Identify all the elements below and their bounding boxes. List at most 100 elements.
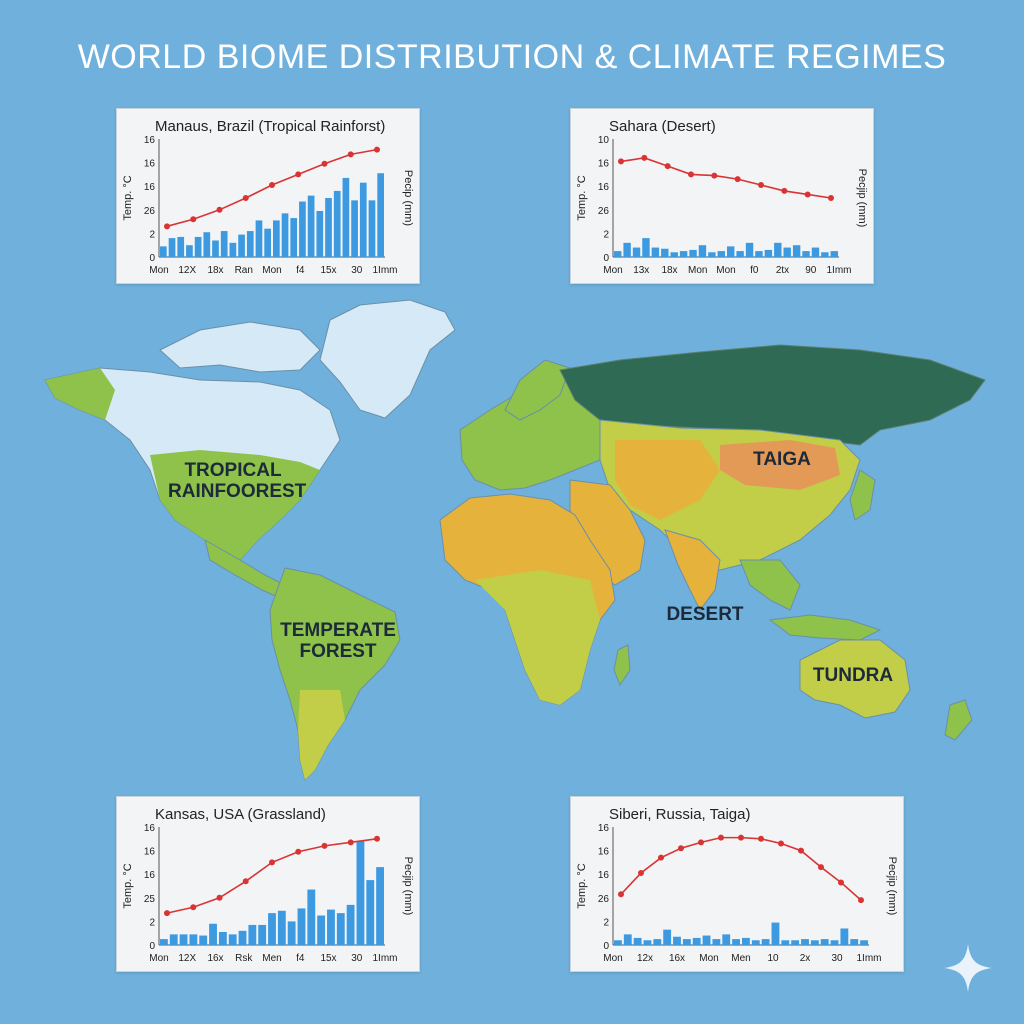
- precip-bar: [792, 245, 801, 257]
- japan[interactable]: [849, 469, 876, 521]
- precip-bar: [751, 940, 760, 945]
- temp-point: [838, 879, 844, 886]
- temp-point: [347, 839, 354, 846]
- temp-point: [242, 878, 249, 885]
- temp-point: [758, 835, 764, 842]
- x-tick-label: 12x: [637, 953, 653, 964]
- precip-bar: [860, 940, 868, 945]
- chart-title: Kansas, USA (Grassland): [155, 806, 326, 823]
- precip-bar: [333, 190, 341, 257]
- temp-point: [269, 182, 275, 189]
- temp-line: [166, 838, 378, 914]
- precip-bar: [651, 247, 660, 257]
- x-tick-label: Mon: [699, 953, 718, 964]
- india[interactable]: [664, 529, 721, 611]
- temp-point: [678, 845, 684, 852]
- x-tick-label: f4: [296, 953, 305, 964]
- chart-panel-manaus: Manaus, Brazil (Tropical Rainforst) 16 16 1…: [116, 108, 420, 284]
- precip-bar: [673, 936, 681, 945]
- precip-bar: [682, 939, 691, 945]
- biome-label-temperate-forest: TEMPERATE FOREST: [280, 620, 396, 662]
- page-title: WORLD BIOME DISTRIBUTION & CLIMATE REGIM…: [77, 38, 947, 76]
- y-tick-label: 26: [144, 206, 156, 217]
- precip-bar: [342, 177, 350, 257]
- precip-bar: [623, 242, 631, 257]
- y-tick-label: 26: [598, 894, 610, 905]
- temp-point: [242, 195, 249, 201]
- precip-bar: [218, 932, 227, 945]
- precip-bar: [238, 234, 245, 257]
- south-america-arid: [298, 690, 345, 780]
- asia-arid: [615, 440, 720, 520]
- x-tick-label: 1Imm: [373, 953, 398, 964]
- precip-bar: [643, 940, 652, 945]
- precip-bar: [712, 939, 721, 945]
- madagascar[interactable]: [613, 644, 631, 687]
- precip-bar: [764, 249, 773, 257]
- precip-bar: [189, 934, 198, 945]
- y-axis-label-right: Pecjip (mm): [856, 169, 868, 228]
- precip-bar: [771, 922, 780, 945]
- precip-bar: [212, 240, 219, 257]
- y-tick-label: 10: [598, 135, 610, 146]
- arctic-islands[interactable]: [159, 321, 321, 373]
- x-tick-label: Ran: [235, 265, 253, 276]
- new-zealand[interactable]: [944, 699, 973, 741]
- precip-bar: [290, 218, 298, 257]
- precip-bar: [268, 913, 276, 945]
- temp-point: [269, 859, 275, 866]
- indonesia[interactable]: [768, 614, 882, 641]
- biome-label-tropical-rainforest: TROPICAL RAINFOOREST: [168, 460, 307, 502]
- x-tick-label: 2x: [800, 953, 811, 964]
- x-tick-label: 1Imm: [857, 953, 882, 964]
- y-tick-label: 16: [144, 159, 156, 170]
- y-tick-label: 16: [598, 159, 610, 170]
- precip-bar: [359, 182, 367, 257]
- precip-bar: [351, 200, 358, 257]
- temp-point: [321, 842, 328, 849]
- temp-point: [190, 216, 197, 223]
- temp-point: [798, 847, 804, 854]
- greenland[interactable]: [319, 299, 456, 419]
- x-tick-label: 2tx: [776, 265, 789, 276]
- precip-bar: [177, 236, 185, 257]
- precip-bar: [840, 928, 849, 945]
- precip-bar: [281, 213, 289, 257]
- x-tick-label: Rsk: [235, 953, 253, 964]
- precip-bar: [791, 940, 800, 945]
- temp-point: [164, 910, 170, 917]
- x-tick-label: Mon: [716, 265, 735, 276]
- precip-bar: [209, 923, 217, 945]
- chart-title: Sahara (Desert): [609, 118, 716, 135]
- temp-point: [374, 146, 380, 153]
- australia[interactable]: [799, 639, 911, 719]
- precip-bar: [633, 937, 642, 945]
- precip-bar: [614, 940, 622, 945]
- y-tick-label: 16: [598, 182, 610, 193]
- precip-bar: [199, 935, 208, 945]
- x-tick-label: Mon: [262, 265, 281, 276]
- temp-point: [688, 171, 694, 178]
- temp-point: [658, 854, 664, 861]
- southeast-asia[interactable]: [739, 559, 801, 611]
- y-tick-label: 16: [144, 135, 156, 146]
- y-axis-label-right: Pecjip (mm): [886, 857, 898, 916]
- x-tick-label: 16x: [669, 953, 685, 964]
- temp-point: [164, 223, 170, 230]
- precip-bar: [717, 251, 725, 257]
- precip-bar: [661, 248, 669, 257]
- temp-point: [738, 834, 744, 841]
- precip-bar: [722, 934, 731, 945]
- precip-bar: [623, 934, 632, 945]
- south-america[interactable]: [269, 567, 401, 781]
- temp-point: [321, 160, 328, 167]
- precip-bar: [377, 173, 384, 257]
- precip-bar: [653, 939, 662, 945]
- x-tick-label: 15x: [320, 953, 336, 964]
- y-axis-label-left: Temp. °C: [122, 863, 134, 908]
- scandinavia[interactable]: [504, 359, 571, 421]
- temp-point: [818, 864, 824, 871]
- temp-point: [858, 897, 864, 904]
